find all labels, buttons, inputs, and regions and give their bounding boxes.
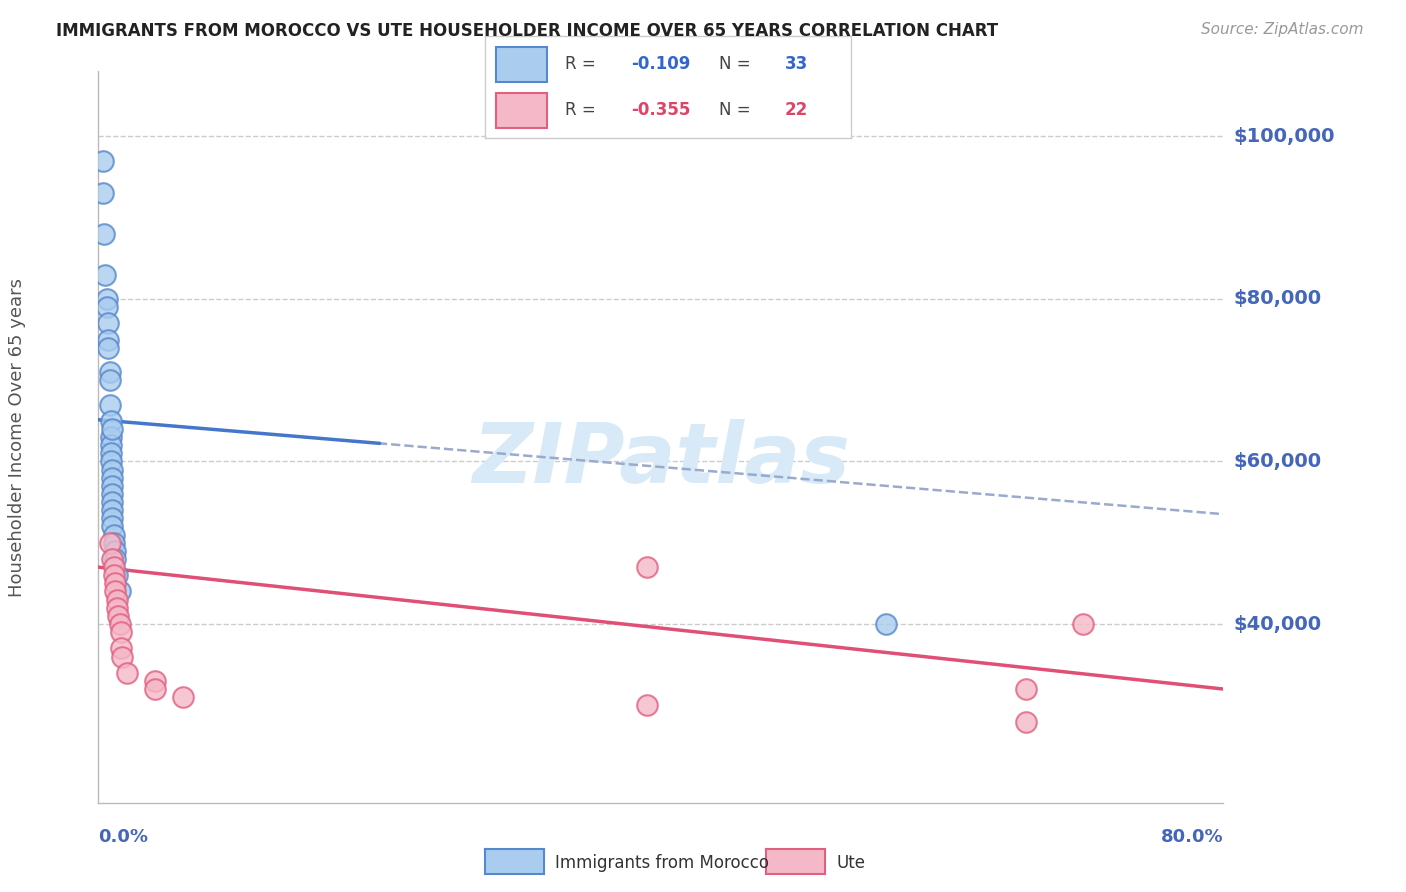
Point [101,471,124,485]
Point [97,316,120,330]
Point [110,625,132,640]
Text: $80,000: $80,000 [1233,289,1322,309]
Point [1071,617,1094,632]
Point [110,641,132,656]
Point [98,535,121,549]
Point [100,430,122,444]
Point [105,592,128,607]
Point [100,454,122,468]
Point [93,227,115,241]
Point [101,511,124,525]
Point [101,479,124,493]
Text: R =: R = [565,101,602,119]
Text: Source: ZipAtlas.com: Source: ZipAtlas.com [1201,22,1364,37]
Text: $60,000: $60,000 [1233,452,1322,471]
Point [91,186,114,201]
Point [101,462,124,476]
Point [101,487,124,501]
Text: -0.355: -0.355 [631,101,690,119]
Point [101,495,124,509]
Point [107,608,129,623]
Point [98,373,121,387]
Point [103,527,125,541]
Point [100,414,122,428]
Point [104,584,127,599]
Point [96,300,118,314]
Text: IMMIGRANTS FROM MOROCCO VS UTE HOUSEHOLDER INCOME OVER 65 YEARS CORRELATION CHAR: IMMIGRANTS FROM MOROCCO VS UTE HOUSEHOLD… [56,22,998,40]
Point [108,584,131,599]
Text: R =: R = [565,55,602,73]
Point [172,690,194,705]
Text: ZIPatlas: ZIPatlas [472,418,849,500]
Text: Ute: Ute [837,854,866,871]
Point [636,698,658,713]
Text: 33: 33 [785,55,808,73]
Point [100,446,122,460]
Point [1015,714,1038,729]
Point [143,673,166,688]
Point [96,292,118,306]
Point [103,568,125,582]
Point [143,681,166,696]
Point [101,422,124,436]
Text: Householder Income Over 65 years: Householder Income Over 65 years [8,277,25,597]
Point [104,576,127,591]
Point [103,535,125,549]
Point [636,560,658,574]
Point [101,519,124,533]
Text: 80.0%: 80.0% [1160,828,1223,846]
Point [108,617,131,632]
Point [115,665,138,680]
Point [97,333,120,347]
Point [875,617,897,632]
Text: 22: 22 [785,101,808,119]
Point [1015,681,1038,696]
Text: N =: N = [718,55,756,73]
Point [100,438,122,452]
Text: Immigrants from Morocco: Immigrants from Morocco [555,854,769,871]
Text: N =: N = [718,101,756,119]
Text: -0.109: -0.109 [631,55,690,73]
Point [98,398,121,412]
Bar [496,93,547,128]
Point [91,153,114,168]
Point [97,341,120,355]
Bar [496,47,547,82]
Point [94,268,117,282]
Point [105,568,128,582]
Text: $40,000: $40,000 [1233,615,1322,633]
Point [111,649,134,664]
Text: $100,000: $100,000 [1233,127,1334,146]
Point [103,560,125,574]
Point [104,552,127,566]
Point [101,503,124,517]
Point [104,544,127,558]
Point [101,552,124,566]
Point [98,365,121,379]
Point [105,600,128,615]
Text: 0.0%: 0.0% [98,828,149,846]
